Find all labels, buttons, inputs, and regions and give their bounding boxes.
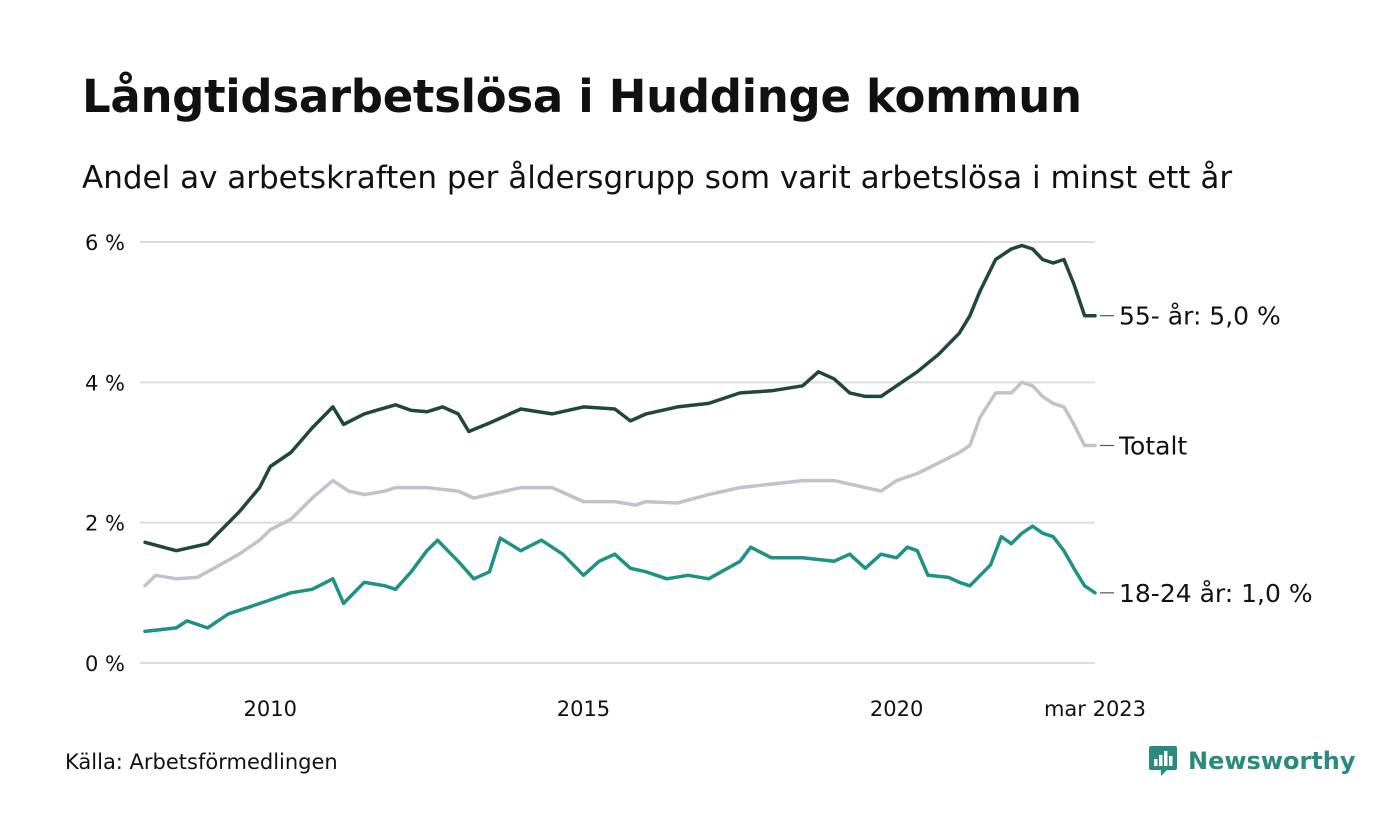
x-tick-label: 2010 xyxy=(244,697,297,721)
grid-lines xyxy=(140,241,1095,664)
y-tick-label: 6 % xyxy=(85,231,125,255)
chart-subtitle: Andel av arbetskraften per åldersgrupp s… xyxy=(82,160,1233,196)
y-axis-ticks: 0 % 2 % 4 % 6 % xyxy=(85,231,125,676)
source-note: Källa: Arbetsförmedlingen xyxy=(65,750,338,774)
newsworthy-logo-icon xyxy=(1149,746,1177,776)
y-tick-label: 2 % xyxy=(85,512,125,536)
series-end-label: 55- år: 5,0 % xyxy=(1119,302,1281,331)
y-tick-label: 4 % xyxy=(85,371,125,395)
series-end-label: Totalt xyxy=(1118,431,1187,460)
series-lines xyxy=(143,243,1097,634)
series-end-labels: 55- år: 5,0 % Totalt 18-24 år: 1,0 % xyxy=(1100,302,1313,608)
series-line xyxy=(143,243,1097,553)
x-tick-label: mar 2023 xyxy=(1044,697,1146,721)
brand-logo[interactable]: Newsworthy xyxy=(1148,744,1356,778)
chart-title: Långtidsarbetslösa i Huddinge kommun xyxy=(82,70,1082,123)
x-axis-ticks: 2010 2015 2020 mar 2023 xyxy=(244,697,1146,721)
series-line xyxy=(143,524,1097,634)
series-end-label: 18-24 år: 1,0 % xyxy=(1119,579,1313,608)
series-line xyxy=(143,380,1097,588)
x-tick-label: 2015 xyxy=(557,697,610,721)
x-tick-label: 2020 xyxy=(870,697,923,721)
brand-name: Newsworthy xyxy=(1188,747,1356,775)
y-tick-label: 0 % xyxy=(85,652,125,676)
